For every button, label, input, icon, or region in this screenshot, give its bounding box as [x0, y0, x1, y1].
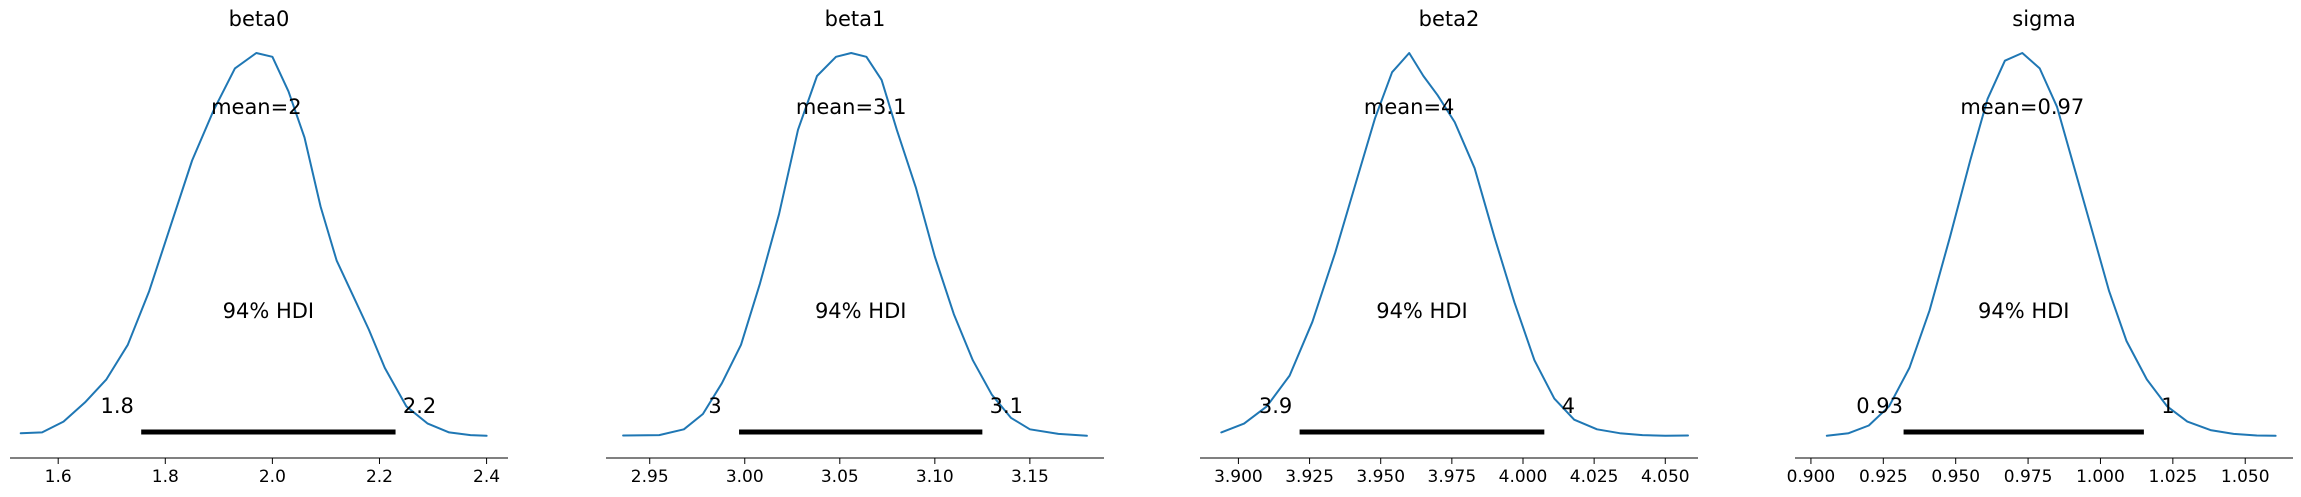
kde-curve: [1825, 52, 2277, 437]
panel-beta1: beta1 mean=3.1 94% HDI 3 3.1 2.95 3.00 3.05 3.10…: [606, 7, 1104, 487]
x-tick-label: 4.000: [1499, 467, 1548, 487]
hdi-label: 94% HDI: [815, 299, 907, 323]
panel-beta0: beta0 mean=2 94% HDI 1.8 2.2 1.6 1.8 2.0 2.2 2.4: [10, 7, 508, 487]
mean-label: mean=4: [1364, 95, 1455, 119]
x-tick-label: 1.050: [2221, 467, 2270, 487]
panel-title: sigma: [2012, 7, 2075, 31]
x-tick-label: 2.95: [631, 467, 669, 487]
x-tick-label: 0.925: [1859, 467, 1908, 487]
hdi-high-label: 1: [2161, 394, 2174, 418]
x-tick-label: 1.025: [2149, 467, 2198, 487]
x-tick-label: 3.05: [821, 467, 859, 487]
panel-title: beta1: [825, 7, 886, 31]
hdi-low-label: 3: [708, 394, 721, 418]
x-tick-label: 0.975: [2004, 467, 2053, 487]
hdi-low-label: 0.93: [1856, 394, 1903, 418]
hdi-high-label: 4: [1562, 394, 1575, 418]
panel-beta2: beta2 mean=4 94% HDI 3.9 4 3.900 3.925 3.950 3.9…: [1200, 7, 1698, 487]
x-tick-label: 3.00: [726, 467, 764, 487]
x-tick-label: 1.8: [152, 467, 179, 487]
x-tick-label: 2.0: [259, 467, 286, 487]
x-tick-label: 4.050: [1641, 467, 1690, 487]
x-tick-label: 1.6: [45, 467, 72, 487]
hdi-high-label: 2.2: [403, 394, 436, 418]
mean-label: mean=0.97: [1960, 95, 2084, 119]
x-tick-label: 3.10: [916, 467, 954, 487]
x-tick-label: 3.15: [1011, 467, 1049, 487]
x-tick-label: 2.4: [473, 467, 500, 487]
kde-curve: [1220, 52, 1689, 437]
x-tick-label: 3.925: [1285, 467, 1334, 487]
x-tick-label: 3.950: [1356, 467, 1405, 487]
hdi-label: 94% HDI: [1376, 299, 1468, 323]
hdi-high-label: 3.1: [990, 394, 1023, 418]
kde-curve: [622, 52, 1088, 437]
x-tick-label: 4.025: [1570, 467, 1619, 487]
mean-label: mean=3.1: [796, 95, 907, 119]
hdi-low-label: 1.8: [100, 394, 133, 418]
hdi-label: 94% HDI: [223, 299, 315, 323]
hdi-low-label: 3.9: [1259, 394, 1292, 418]
panel-sigma: sigma mean=0.97 94% HDI 0.93 1 0.900 0.925 0.95…: [1787, 7, 2293, 487]
x-tick-label: 3.900: [1214, 467, 1263, 487]
mean-label: mean=2: [211, 95, 302, 119]
x-tick-label: 2.2: [366, 467, 393, 487]
x-tick-label: 3.975: [1428, 467, 1477, 487]
panel-title: beta0: [229, 7, 290, 31]
panel-title: beta2: [1419, 7, 1480, 31]
x-tick-label: 0.950: [1931, 467, 1980, 487]
x-tick-label: 1.000: [2076, 467, 2125, 487]
x-tick-label: 0.900: [1787, 467, 1836, 487]
kde-curve: [19, 52, 488, 437]
hdi-label: 94% HDI: [1978, 299, 2070, 323]
